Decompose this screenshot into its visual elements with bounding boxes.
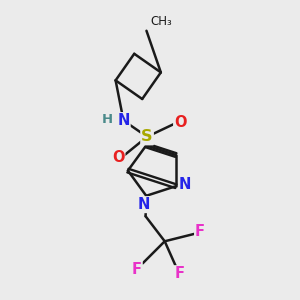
Text: CH₃: CH₃ [150, 15, 172, 28]
Text: N: N [117, 113, 130, 128]
Text: F: F [195, 224, 205, 239]
Text: O: O [174, 115, 187, 130]
Text: F: F [132, 262, 142, 277]
Text: H: H [102, 113, 113, 127]
Text: O: O [112, 150, 124, 165]
Text: N: N [138, 197, 150, 212]
Text: S: S [141, 129, 153, 144]
Text: N: N [179, 177, 191, 192]
Text: F: F [174, 266, 184, 281]
